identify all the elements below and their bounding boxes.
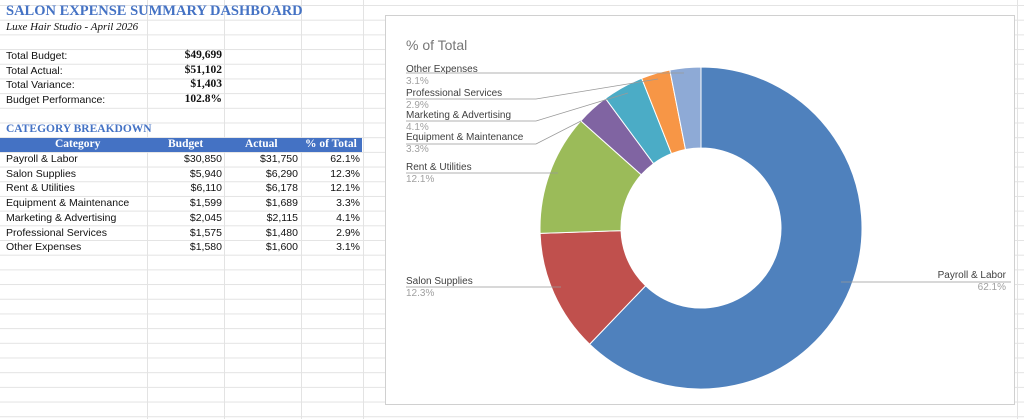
slice-other-expenses[interactable] [669, 66, 702, 151]
cell-category: Rent & Utilities [6, 182, 75, 195]
slice-payroll-labor[interactable] [588, 66, 863, 390]
data-label: Professional Services 2.9% [406, 88, 502, 112]
section-title: CATEGORY BREAKDOWN [6, 123, 152, 135]
col-pct: % of Total [305, 138, 357, 150]
data-label: Rent & Utilities 12.1% [406, 162, 472, 186]
cell-budget: $1,580 [189, 241, 222, 254]
cell-budget: $2,045 [189, 211, 222, 224]
data-label-name: Other Expenses [406, 64, 478, 75]
data-label-name: Payroll & Labor [937, 270, 1006, 281]
cell-pct: 12.3% [330, 167, 360, 180]
data-label: Salon Supplies 12.3% [406, 276, 473, 300]
cell-actual: $2,115 [266, 211, 298, 224]
summary-value: $49,699 [184, 49, 222, 61]
col-actual: Actual [245, 138, 278, 150]
leader-line [406, 92, 629, 122]
data-label-name: Equipment & Maintenance [406, 132, 524, 143]
cell-pct: 12.1% [330, 182, 360, 195]
summary-label: Total Budget: [6, 50, 68, 62]
leader-line [406, 78, 659, 100]
cell-pct: 3.1% [336, 241, 360, 254]
data-label-value: 3.1% [406, 76, 429, 87]
cell-budget: $1,599 [189, 197, 222, 210]
dashboard-title: SALON EXPENSE SUMMARY DASHBOARD [6, 3, 303, 19]
cell-actual: $31,750 [260, 153, 298, 165]
cell-actual: $1,600 [265, 241, 298, 254]
cell-budget: $5,940 [189, 167, 222, 180]
data-label-name: Salon Supplies [406, 276, 473, 287]
data-label-name: Marketing & Advertising [406, 110, 512, 121]
cell-actual: $6,290 [265, 167, 298, 180]
col-category: Category [55, 138, 101, 150]
leader-line [406, 120, 582, 145]
chart-title: % of Total [406, 37, 468, 53]
cell-category: Other Expenses [6, 241, 82, 254]
cell-category: Payroll & Labor [6, 153, 78, 165]
cell-pct: 3.3% [336, 197, 360, 210]
dashboard-subtitle: Luxe Hair Studio - April 2026 [6, 21, 139, 33]
data-label-value: 3.3% [406, 144, 429, 155]
data-label-name: Professional Services [406, 88, 503, 99]
summary-value: 102.8% [184, 93, 222, 106]
summary-label: Budget Performance: [6, 94, 106, 107]
cell-budget: $6,110 [190, 182, 222, 195]
data-label-value: 12.1% [406, 174, 435, 185]
data-label: Equipment & Maintenance 3.3% [406, 132, 523, 156]
col-budget: Budget [168, 138, 204, 150]
cell-actual: $1,480 [265, 226, 298, 239]
donut-chart[interactable]: % of Total Other Expenses 3.1% Professiona… [385, 15, 1015, 405]
cell-pct: 2.9% [336, 226, 360, 239]
cell-category: Salon Supplies [6, 167, 77, 180]
data-label: Other Expenses 3.1% [406, 64, 478, 88]
data-label-value: 2.9% [406, 100, 429, 111]
table-header: Category Budget Actual % of Total [0, 138, 362, 152]
summary-value: $1,403 [190, 78, 222, 91]
summary-label: Total Actual: [6, 64, 63, 77]
cell-budget: $30,850 [184, 153, 222, 165]
donut-svg [406, 66, 1011, 390]
cell-pct: 4.1% [336, 211, 360, 224]
data-label: Marketing & Advertising 4.1% [406, 110, 511, 134]
cell-category: Professional Services [6, 226, 107, 239]
cell-category: Marketing & Advertising [6, 211, 117, 224]
data-label-value: 12.3% [406, 288, 435, 299]
cell-actual: $6,178 [265, 182, 298, 195]
data-label-name: Rent & Utilities [406, 162, 472, 173]
data-label-value: 4.1% [406, 122, 429, 133]
cell-pct: 62.1% [330, 153, 360, 165]
summary-value: $51,102 [184, 63, 222, 76]
cell-category: Equipment & Maintenance [6, 197, 130, 210]
data-label: Payroll & Labor 62.1% [931, 270, 1006, 294]
summary-label: Total Variance: [6, 79, 75, 92]
cell-budget: $1,575 [189, 226, 222, 239]
data-label-value: 62.1% [977, 282, 1006, 293]
cell-actual: $1,689 [265, 197, 298, 210]
